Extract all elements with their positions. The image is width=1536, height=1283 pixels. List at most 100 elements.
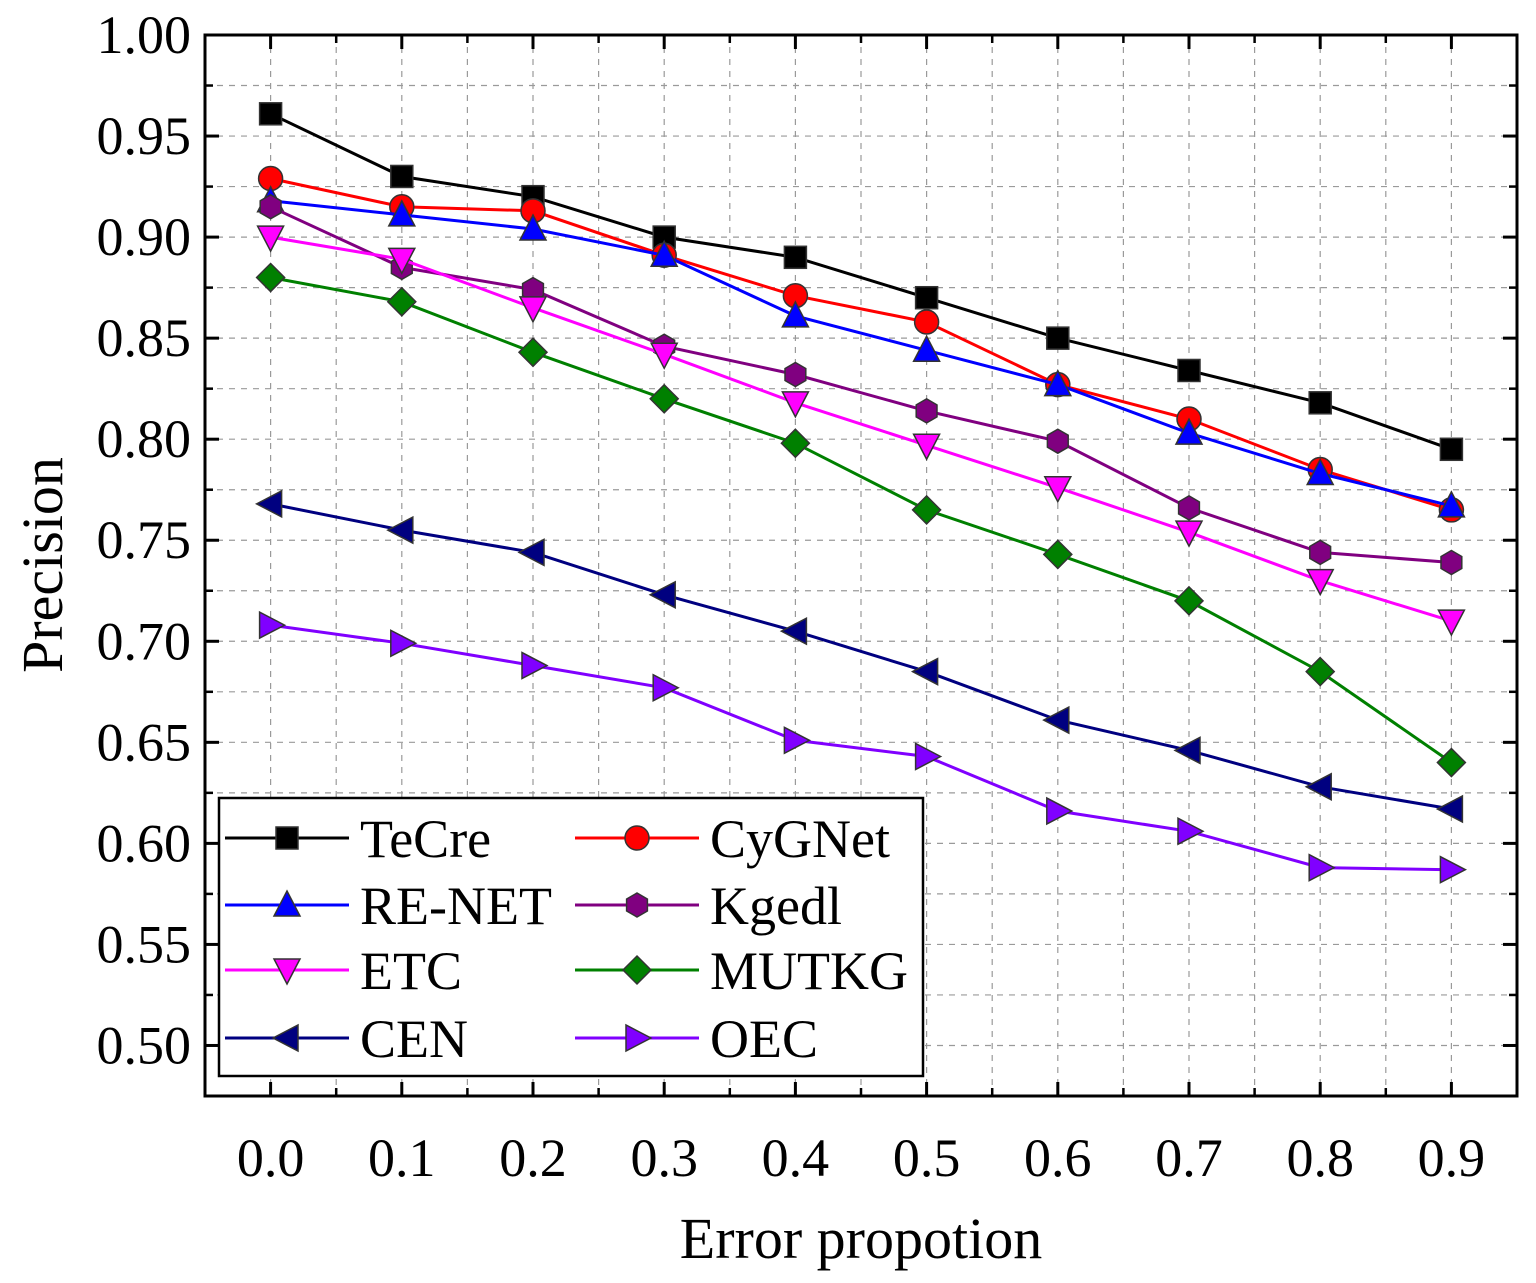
data-point-re-net <box>387 199 417 227</box>
legend-item-tecre: TeCre <box>225 809 491 869</box>
data-point-kgedl <box>784 361 807 388</box>
legend-item-oec: OEC <box>575 1009 818 1069</box>
data-point-etc <box>1174 520 1204 548</box>
y-tick-label: 0.80 <box>97 409 192 469</box>
y-tick-label: 0.75 <box>97 510 192 570</box>
series-cen <box>254 489 1464 824</box>
data-point-etc <box>387 247 417 275</box>
legend-item-re-net: RE-NET <box>225 876 552 936</box>
data-point-cen <box>254 489 283 519</box>
legend-marker-kgedl <box>625 892 649 918</box>
y-tick-label: 1.00 <box>97 5 192 65</box>
legend-box <box>217 796 925 1078</box>
y-tick-label: 0.65 <box>97 712 192 772</box>
data-point-cen <box>1042 705 1070 735</box>
y-tick-label: 0.50 <box>97 1015 192 1075</box>
y-tick-label: 0.90 <box>97 207 192 267</box>
data-point-mutkg <box>517 337 549 368</box>
series-line-re-net <box>270 199 1452 508</box>
grid <box>204 34 1518 1097</box>
data-point-re-net <box>1174 417 1204 445</box>
y-tick-label: 0.95 <box>97 106 192 166</box>
series-layer <box>254 102 1468 884</box>
data-point-cen <box>1173 736 1201 765</box>
data-point-tecre <box>1439 437 1464 462</box>
data-point-etc <box>256 225 285 253</box>
legend-item-cen: CEN <box>225 1009 468 1069</box>
data-point-etc <box>649 342 679 370</box>
data-point-oec <box>258 610 287 640</box>
x-tick-label: 0.8 <box>1286 1128 1354 1188</box>
data-point-etc <box>1305 568 1335 597</box>
series-line-cygnet <box>270 177 1452 512</box>
data-point-etc <box>1437 609 1466 637</box>
data-point-oec <box>783 726 812 755</box>
data-point-oec <box>521 651 549 680</box>
data-point-oec <box>1308 853 1336 882</box>
legend-label-oec: OEC <box>710 1009 818 1069</box>
x-tick-label: 0.7 <box>1155 1128 1223 1188</box>
x-tick-label: 0.6 <box>1024 1128 1092 1188</box>
data-point-cen <box>517 538 545 567</box>
data-point-etc <box>912 433 941 461</box>
data-point-re-net <box>649 239 679 268</box>
legend-label-cygnet: CyGNet <box>710 809 890 869</box>
data-point-re-net <box>781 300 810 328</box>
legend-marker-re-net <box>272 889 302 917</box>
legend-label-kgedl: Kgedl <box>710 876 842 936</box>
data-point-cen <box>910 657 939 686</box>
data-point-cen <box>1435 794 1464 824</box>
legend-marker-cen <box>271 1023 299 1053</box>
data-point-tecre <box>1177 358 1201 383</box>
data-point-oec <box>652 673 680 703</box>
data-point-re-net <box>1305 457 1335 486</box>
legend-item-mutkg: MUTKG <box>575 941 908 1001</box>
series-oec <box>258 610 1468 884</box>
data-point-kgedl <box>1046 428 1069 455</box>
data-point-etc <box>1043 475 1073 504</box>
data-point-tecre <box>1046 326 1070 350</box>
y-tick-label: 0.70 <box>97 611 192 671</box>
x-axis-label: Error propotion <box>680 1206 1042 1271</box>
data-point-mutkg <box>911 494 942 525</box>
x-tick-label: 0.2 <box>499 1128 567 1188</box>
series-re-net <box>256 185 1466 518</box>
data-point-tecre <box>258 102 283 126</box>
data-point-tecre <box>390 164 414 189</box>
data-point-re-net <box>1043 368 1073 397</box>
y-axis-label: Precision <box>10 457 75 673</box>
legend-item-cygnet: CyGNet <box>575 809 890 869</box>
data-point-mutkg <box>386 286 417 317</box>
x-tick-label: 0.3 <box>630 1128 698 1188</box>
axis-ticks: 0.50 0.55 0.60 0.65 0.70 0.75 0.80 0.85 0.90 0.95… <box>97 5 1517 1188</box>
data-point-mutkg <box>780 428 811 459</box>
data-point-kgedl <box>259 193 282 220</box>
legend-marker-oec <box>625 1023 653 1053</box>
series-etc <box>256 225 1466 637</box>
data-point-mutkg <box>1173 585 1205 616</box>
data-point-oec <box>914 742 943 771</box>
data-point-oec <box>1177 817 1205 846</box>
legend-item-etc: ETC <box>225 941 462 1001</box>
x-tick-label: 0.1 <box>368 1128 436 1188</box>
x-tick-label: 0.4 <box>762 1128 830 1188</box>
data-point-mutkg <box>649 383 680 414</box>
data-point-oec <box>1439 855 1468 884</box>
data-point-tecre <box>1308 391 1332 415</box>
data-point-mutkg <box>1436 747 1467 778</box>
data-point-mutkg <box>1042 539 1073 570</box>
data-point-tecre <box>783 245 808 270</box>
data-point-kgedl <box>1440 549 1463 576</box>
data-point-etc <box>781 391 810 419</box>
series-line-oec <box>270 623 1452 872</box>
legend-label-re-net: RE-NET <box>360 876 552 936</box>
legend-marker-tecre <box>275 826 299 850</box>
legend-label-tecre: TeCre <box>360 809 491 869</box>
legend-label-etc: ETC <box>360 941 462 1001</box>
data-point-mutkg <box>255 262 286 293</box>
legend-marker-mutkg <box>621 954 653 986</box>
series-line-etc <box>270 235 1452 623</box>
y-tick-label: 0.85 <box>97 308 192 368</box>
y-tick-label: 0.60 <box>97 813 192 873</box>
